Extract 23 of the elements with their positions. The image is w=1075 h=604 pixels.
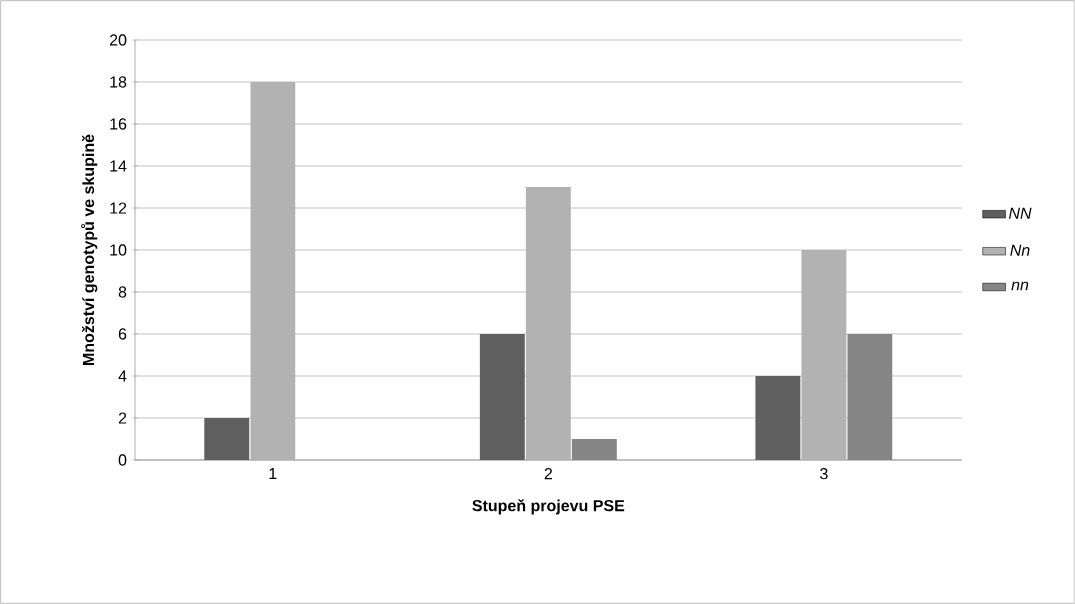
y-tick-label: 8 <box>118 286 127 298</box>
y-tick-label: 2 <box>118 412 127 424</box>
legend-label: NN <box>1008 207 1032 219</box>
y-tick-label: 6 <box>118 328 127 340</box>
bar <box>801 250 847 460</box>
legend-label: Nn <box>1010 244 1030 256</box>
x-tick-label: 3 <box>820 468 828 480</box>
y-tick-label: 20 <box>109 34 127 46</box>
bar <box>525 187 571 460</box>
x-axis-title: Stupeň projevu PSE <box>472 499 625 515</box>
legend-label: nn <box>1011 281 1029 291</box>
y-axis-title: Množství genotypů ve skupině <box>81 134 98 365</box>
y-tick-label: 16 <box>110 118 127 130</box>
y-tick-label: 14 <box>110 160 127 172</box>
x-tick-label: 2 <box>544 468 552 480</box>
y-tick-label: 18 <box>110 76 127 88</box>
bar <box>250 82 296 460</box>
y-tick-label: 10 <box>110 244 127 256</box>
y-tick-label: 0 <box>118 454 127 466</box>
y-tick-label: 12 <box>110 202 127 214</box>
bar <box>571 439 617 460</box>
y-tick-label: 4 <box>118 370 127 382</box>
x-tick-label: 1 <box>269 468 277 480</box>
